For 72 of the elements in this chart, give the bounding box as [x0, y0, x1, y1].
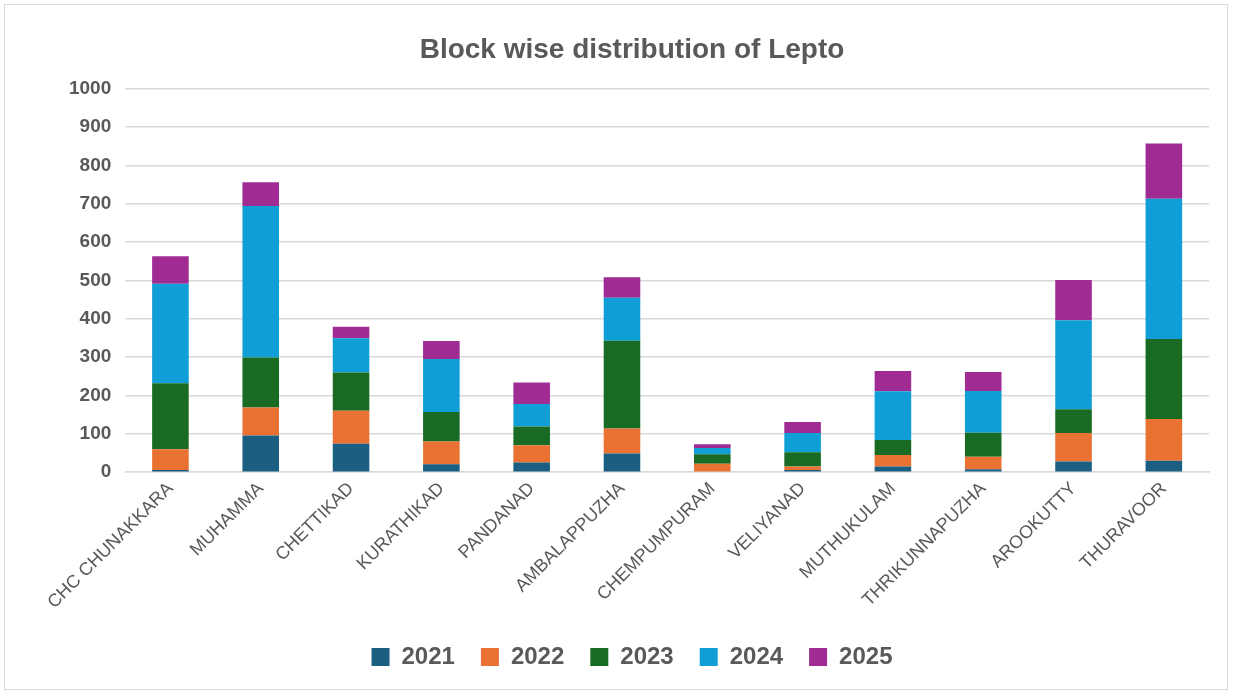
bar [242, 205, 280, 358]
y-tick-label: 800 [79, 153, 112, 175]
bar [423, 411, 460, 442]
bar [874, 439, 912, 455]
bar [1145, 460, 1183, 472]
bar [423, 441, 460, 465]
bar [874, 466, 912, 472]
bar [242, 407, 280, 436]
bar [694, 448, 731, 455]
bar [513, 382, 550, 404]
bar [694, 454, 731, 464]
bar [1145, 418, 1183, 461]
y-tick-label: 100 [79, 422, 112, 444]
bar [423, 464, 460, 472]
bar [964, 432, 1002, 457]
bar [964, 390, 1002, 433]
y-tick-label: 400 [79, 307, 112, 328]
bar [784, 452, 821, 467]
legend-label: 2022 [510, 641, 565, 669]
bar [1055, 433, 1092, 462]
bar [603, 340, 641, 429]
bar [784, 433, 821, 453]
bar [603, 428, 641, 454]
bar [1145, 339, 1183, 419]
y-tick-label: 1000 [68, 76, 112, 98]
bar [694, 463, 731, 472]
bar [513, 462, 550, 472]
bar [1145, 198, 1183, 340]
bar [964, 456, 1002, 470]
bar [1055, 280, 1092, 321]
bar [1055, 409, 1092, 434]
legend-label: 2025 [839, 641, 893, 669]
bar [603, 453, 641, 472]
y-tick-label: 300 [79, 345, 112, 367]
bar [332, 326, 370, 339]
bar [1055, 461, 1092, 472]
y-tick-label: 700 [79, 191, 112, 213]
bar [874, 391, 912, 440]
y-tick-label: 900 [79, 115, 112, 137]
bar [332, 372, 370, 411]
legend-label: 2023 [620, 641, 674, 669]
bar [874, 370, 912, 392]
y-tick-label: 600 [79, 230, 112, 252]
bar [874, 454, 912, 467]
legend-label: 2024 [729, 641, 784, 669]
bar [784, 421, 821, 434]
bar [242, 357, 280, 408]
bar [1145, 143, 1183, 199]
chart-title: Block wise distribution of Lepto [419, 32, 845, 64]
bar [152, 256, 189, 284]
bar [152, 283, 189, 384]
bar [513, 445, 550, 463]
bar [603, 297, 641, 341]
bar [332, 443, 370, 472]
y-tick-label: 0 [100, 460, 112, 482]
legend-label: 2021 [401, 641, 455, 669]
bar [332, 338, 370, 373]
bar [242, 435, 280, 472]
bar [964, 372, 1002, 391]
bar [152, 449, 189, 470]
bar [513, 426, 550, 446]
bar [694, 444, 731, 449]
bar [423, 341, 460, 360]
bar [332, 410, 370, 444]
y-tick-label: 200 [79, 383, 112, 405]
bar [603, 277, 641, 298]
bar [152, 383, 189, 450]
bar [423, 359, 460, 412]
y-tick-label: 500 [79, 268, 112, 290]
bar [1055, 320, 1092, 410]
bar [513, 403, 550, 427]
bar [242, 182, 280, 206]
